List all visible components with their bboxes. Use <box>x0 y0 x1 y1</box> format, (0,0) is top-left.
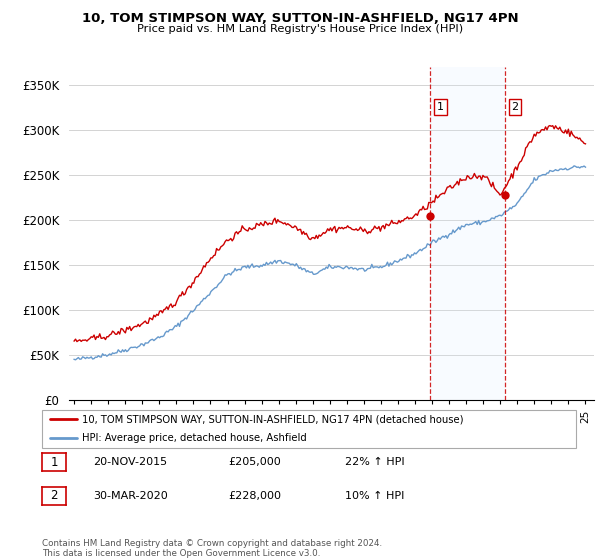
FancyBboxPatch shape <box>42 410 576 448</box>
Text: 1: 1 <box>50 455 58 469</box>
Text: £205,000: £205,000 <box>228 457 281 467</box>
Text: 30-MAR-2020: 30-MAR-2020 <box>93 491 168 501</box>
Text: 10% ↑ HPI: 10% ↑ HPI <box>345 491 404 501</box>
Text: 2: 2 <box>511 102 518 112</box>
Text: 22% ↑ HPI: 22% ↑ HPI <box>345 457 404 467</box>
Text: 10, TOM STIMPSON WAY, SUTTON-IN-ASHFIELD, NG17 4PN: 10, TOM STIMPSON WAY, SUTTON-IN-ASHFIELD… <box>82 12 518 25</box>
Text: Price paid vs. HM Land Registry's House Price Index (HPI): Price paid vs. HM Land Registry's House … <box>137 24 463 34</box>
Text: 10, TOM STIMPSON WAY, SUTTON-IN-ASHFIELD, NG17 4PN (detached house): 10, TOM STIMPSON WAY, SUTTON-IN-ASHFIELD… <box>82 414 464 424</box>
Text: HPI: Average price, detached house, Ashfield: HPI: Average price, detached house, Ashf… <box>82 433 307 444</box>
Bar <box>430 67 505 400</box>
Text: Contains HM Land Registry data © Crown copyright and database right 2024.: Contains HM Land Registry data © Crown c… <box>42 539 382 548</box>
Text: This data is licensed under the Open Government Licence v3.0.: This data is licensed under the Open Gov… <box>42 549 320 558</box>
Text: 1: 1 <box>437 102 444 112</box>
Text: 20-NOV-2015: 20-NOV-2015 <box>93 457 167 467</box>
Text: 2: 2 <box>50 489 58 502</box>
Text: £228,000: £228,000 <box>228 491 281 501</box>
